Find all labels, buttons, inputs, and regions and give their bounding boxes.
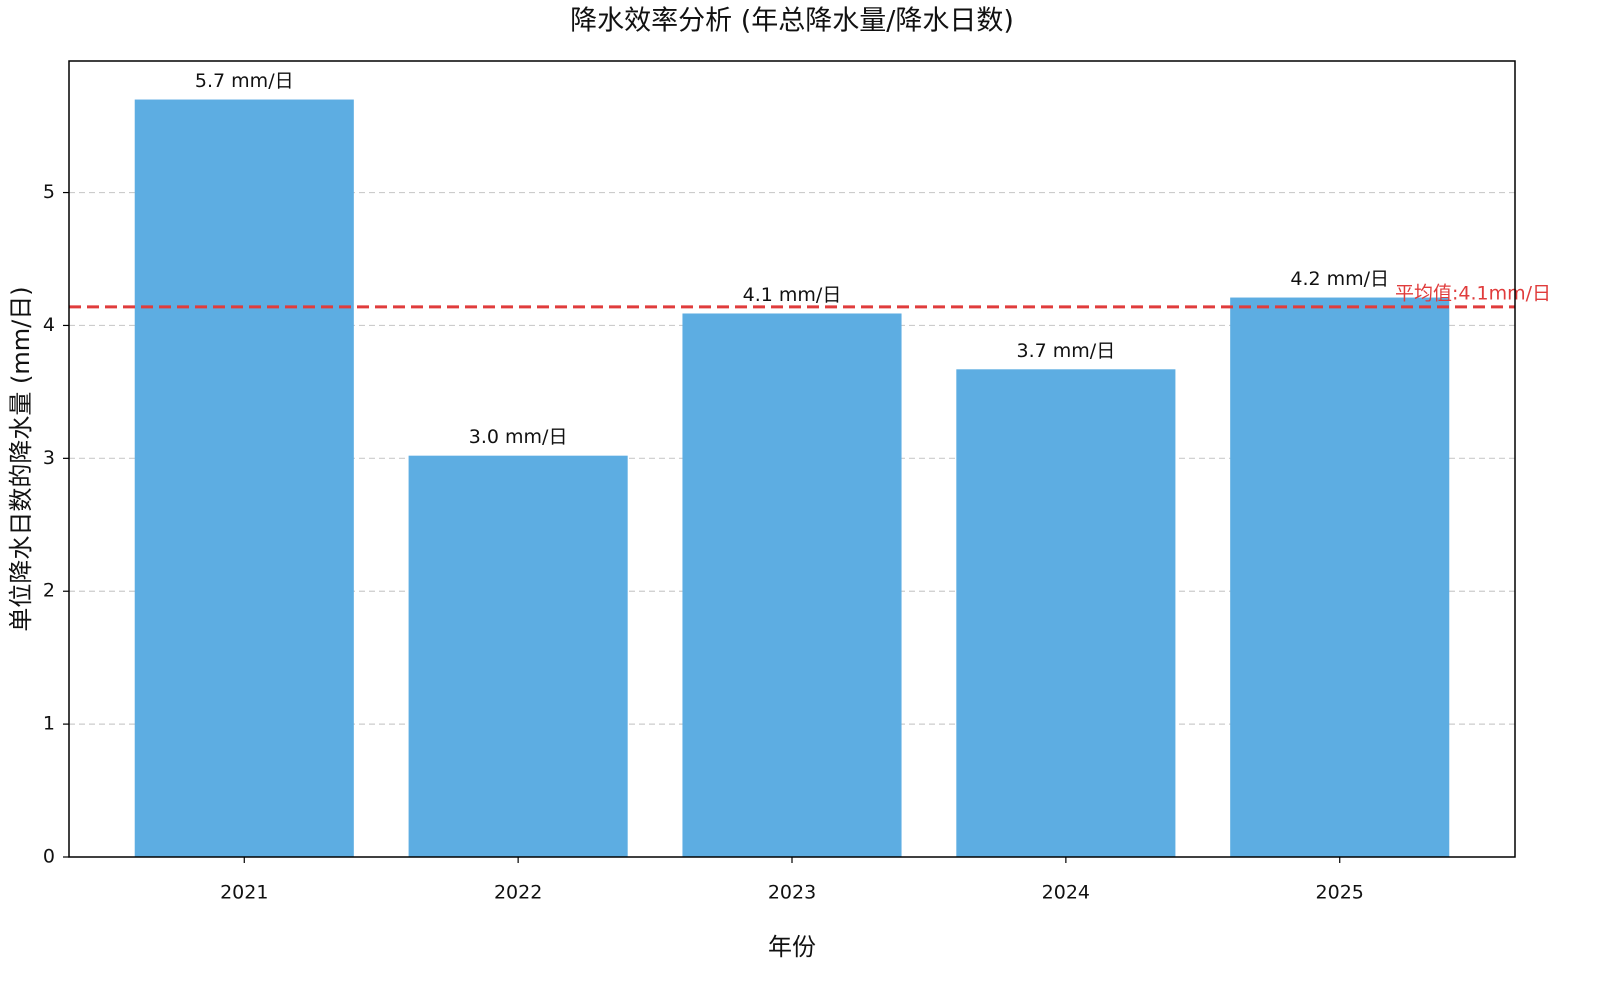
bar — [1230, 297, 1450, 857]
x-tick-label: 2021 — [220, 882, 268, 904]
x-tick-label: 2022 — [494, 882, 542, 904]
bar — [682, 313, 902, 857]
y-tick-label: 0 — [43, 846, 55, 868]
value-label: 4.1 mm/日 — [743, 284, 842, 306]
value-label: 3.0 mm/日 — [469, 426, 568, 448]
chart-title: 降水效率分析 (年总降水量/降水日数) — [570, 6, 1014, 37]
y-tick-label: 2 — [43, 580, 55, 602]
x-tick-label: 2024 — [1042, 882, 1090, 904]
plot-frame — [68, 60, 1516, 858]
bar — [956, 369, 1176, 857]
value-label: 4.2 mm/日 — [1290, 268, 1389, 290]
x-tick-label: 2023 — [768, 882, 816, 904]
x-axis-label: 年份 — [768, 933, 816, 961]
mean-label: 平均值:4.1mm/日 — [1395, 282, 1551, 304]
y-tick-label: 4 — [43, 314, 55, 336]
y-axis-label: 单位降水日数的降水量 (mm/日) — [7, 286, 35, 631]
bar — [134, 99, 354, 858]
bar — [408, 455, 628, 857]
value-label: 5.7 mm/日 — [195, 70, 294, 92]
value-label: 3.7 mm/日 — [1017, 340, 1116, 362]
x-tick-label: 2025 — [1316, 882, 1364, 904]
y-tick-label: 3 — [43, 447, 55, 469]
y-tick-label: 5 — [43, 181, 55, 203]
y-tick-label: 1 — [43, 713, 55, 735]
